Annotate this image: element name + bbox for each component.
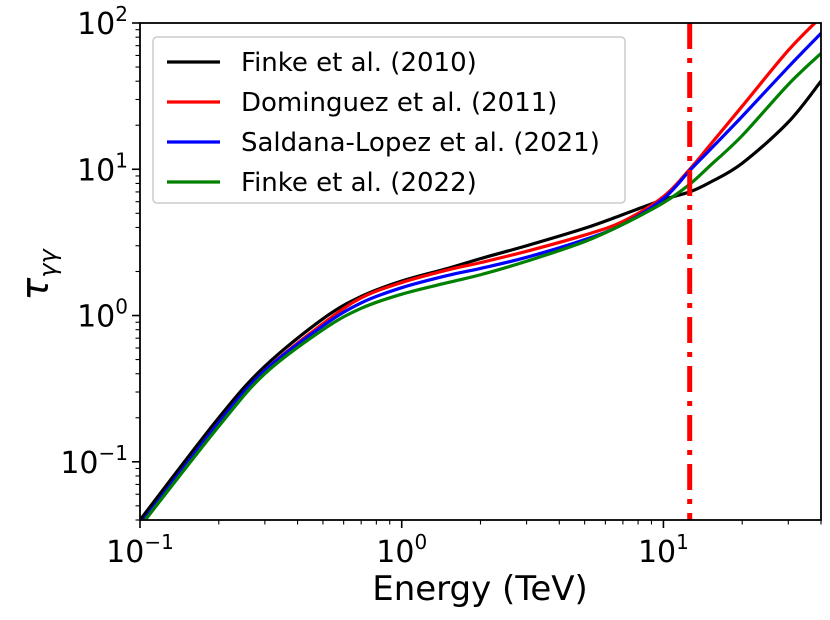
tick-layer: 10−1 100 101 10−1 100 101 102 xyxy=(60,2,822,570)
y-tick-label: 10−1 xyxy=(60,441,128,481)
y-tick-label: 102 xyxy=(77,2,128,42)
x-tick-label: 100 xyxy=(376,530,427,570)
x-tick-label: 10−1 xyxy=(106,530,174,570)
x-tick-label: 101 xyxy=(638,530,689,570)
legend-label-finke-et-al-2022: Finke et al. (2022) xyxy=(241,168,477,198)
series-layer xyxy=(140,23,821,520)
legend-label-saldana-lopez-et-al-2021: Saldana-Lopez et al. (2021) xyxy=(241,128,600,158)
y-axis-label: τγγ xyxy=(13,248,62,301)
y-tick-label: 100 xyxy=(77,295,128,335)
legend-label-finke-et-al-2010: Finke et al. (2010) xyxy=(241,48,477,78)
x-axis-label: Energy (TeV) xyxy=(372,569,588,609)
legend-box xyxy=(152,36,626,204)
series-line-saldana-lopez-et-al-2021 xyxy=(141,31,821,520)
y-axis-symbol: τ xyxy=(13,277,57,301)
legend: Finke et al. (2010) Dominguez et al. (201… xyxy=(152,36,626,204)
series-line-finke-et-al-2010 xyxy=(140,79,821,520)
y-tick-label: 101 xyxy=(77,148,128,188)
series-line-finke-et-al-2022 xyxy=(143,51,821,520)
y-axis-subscript: γγ xyxy=(34,248,62,278)
legend-label-dominguez-et-al-2011: Dominguez et al. (2011) xyxy=(241,88,557,118)
